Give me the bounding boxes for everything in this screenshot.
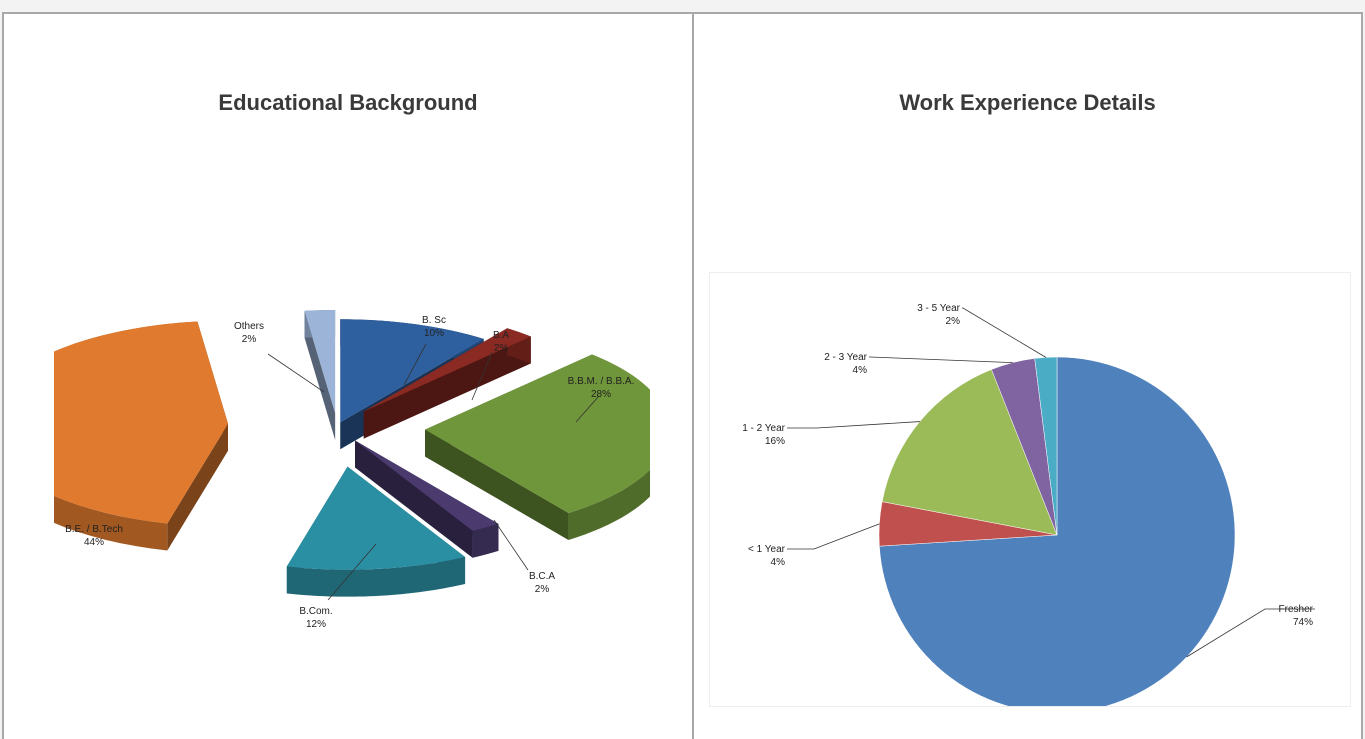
edu-value-b-e-b-tech: 44%: [84, 537, 104, 548]
work-value-fresher: 74%: [1293, 617, 1313, 628]
educational-background-chart: B. Sc 10% B.A 2% B.B.M. / B.B.A. 28% B.C.A 2% B.…: [54, 282, 650, 632]
educational-background-pie-svg: B. Sc 10% B.A 2%B.B.M. / B.B.A. 28%B.C.A 2%B.…: [54, 310, 650, 630]
edu-value-b-sc: 10%: [424, 328, 444, 339]
edu-label-b-a: B.A: [493, 330, 509, 341]
work-slice-1-2-year: [881, 369, 1058, 536]
svg-text:B.B.M. / B.B.A.28%: B.B.M. / B.B.A. 28%: [568, 376, 635, 400]
edu-leader-b-c-a: [493, 519, 529, 571]
edu-label-b-c-a: B.C.A: [529, 571, 555, 582]
edu-slice-b-c-a: [355, 440, 499, 558]
edu-leader-others: [267, 353, 325, 393]
educational-background-title: Educational Background: [218, 90, 478, 115]
edu-value-b-c-a: 2%: [535, 584, 550, 595]
svg-text:B.A2%: B.A 2%: [493, 330, 509, 354]
edu-label-b-com: B.Com.: [299, 606, 332, 617]
work-label-fresher: Fresher: [1279, 604, 1314, 615]
educational-background-panel: Educational Background B. Sc 10% B.A 2% B.B.…: [2, 12, 694, 739]
edu-slice-b-a: [363, 328, 531, 439]
work-leader-2-3-year: [869, 356, 1013, 363]
work-slice-3-5-year: [1034, 356, 1058, 536]
edu-leader-b-com: [327, 543, 377, 601]
edu-value-b-a: 2%: [494, 343, 509, 354]
edu-value-b-b-m-b-b-a: 28%: [591, 389, 611, 400]
work-experience-pie-svg: Fresher 74% < 1 Year 4% 1 - 2 Year 16% 2 - 3 Y…: [742, 303, 1315, 706]
work-experience-title: Work Experience Details: [899, 90, 1156, 115]
work-leader-1-2-year: [787, 421, 920, 429]
edu-label-others: Others: [234, 321, 264, 332]
work-value-3-5-year: 2%: [946, 316, 961, 327]
edu-slice-others: [304, 310, 336, 441]
edu-value-b-com: 12%: [306, 619, 326, 630]
edu-label-b-sc: B. Sc: [422, 315, 446, 326]
work-leader-1-year: [787, 523, 880, 550]
edu-label-b-e-b-tech: B.E. / B.Tech: [65, 524, 123, 535]
work-experience-panel: Work Experience Details Fresher 74% < 1 Ye…: [692, 12, 1363, 739]
svg-text:B.Com.12%: B.Com. 12%: [299, 606, 332, 630]
edu-leader-b-b-m-b-b-a: [575, 395, 600, 423]
work-leader-3-5-year: [962, 307, 1047, 358]
edu-slice-b-b-m-b-b-a: [425, 354, 650, 540]
work-experience-chart: Fresher 74% < 1 Year 4% 1 - 2 Year 16% 2 - 3 Y…: [709, 272, 1351, 707]
work-label-3-5-year: 3 - 5 Year: [917, 303, 960, 314]
work-value-1-year: 4%: [771, 557, 786, 568]
svg-text:B.C.A2%: B.C.A 2%: [529, 571, 555, 595]
work-label-1-year: < 1 Year: [748, 544, 786, 555]
edu-leader-b-sc: [403, 343, 427, 386]
edu-slice-b-e-b-tech: [54, 321, 229, 551]
work-label-1-2-year: 1 - 2 Year: [742, 423, 785, 434]
work-label-2-3-year: 2 - 3 Year: [824, 352, 867, 363]
edu-value-others: 2%: [242, 334, 257, 345]
edu-leader-b-a: [471, 351, 493, 401]
work-leader-fresher: [1186, 608, 1315, 658]
edu-slice-b-com: [286, 466, 466, 597]
edu-label-b-b-m-b-b-a: B.B.M. / B.B.A.: [568, 376, 635, 387]
work-value-1-2-year: 16%: [765, 436, 785, 447]
work-value-2-3-year: 4%: [853, 365, 868, 376]
